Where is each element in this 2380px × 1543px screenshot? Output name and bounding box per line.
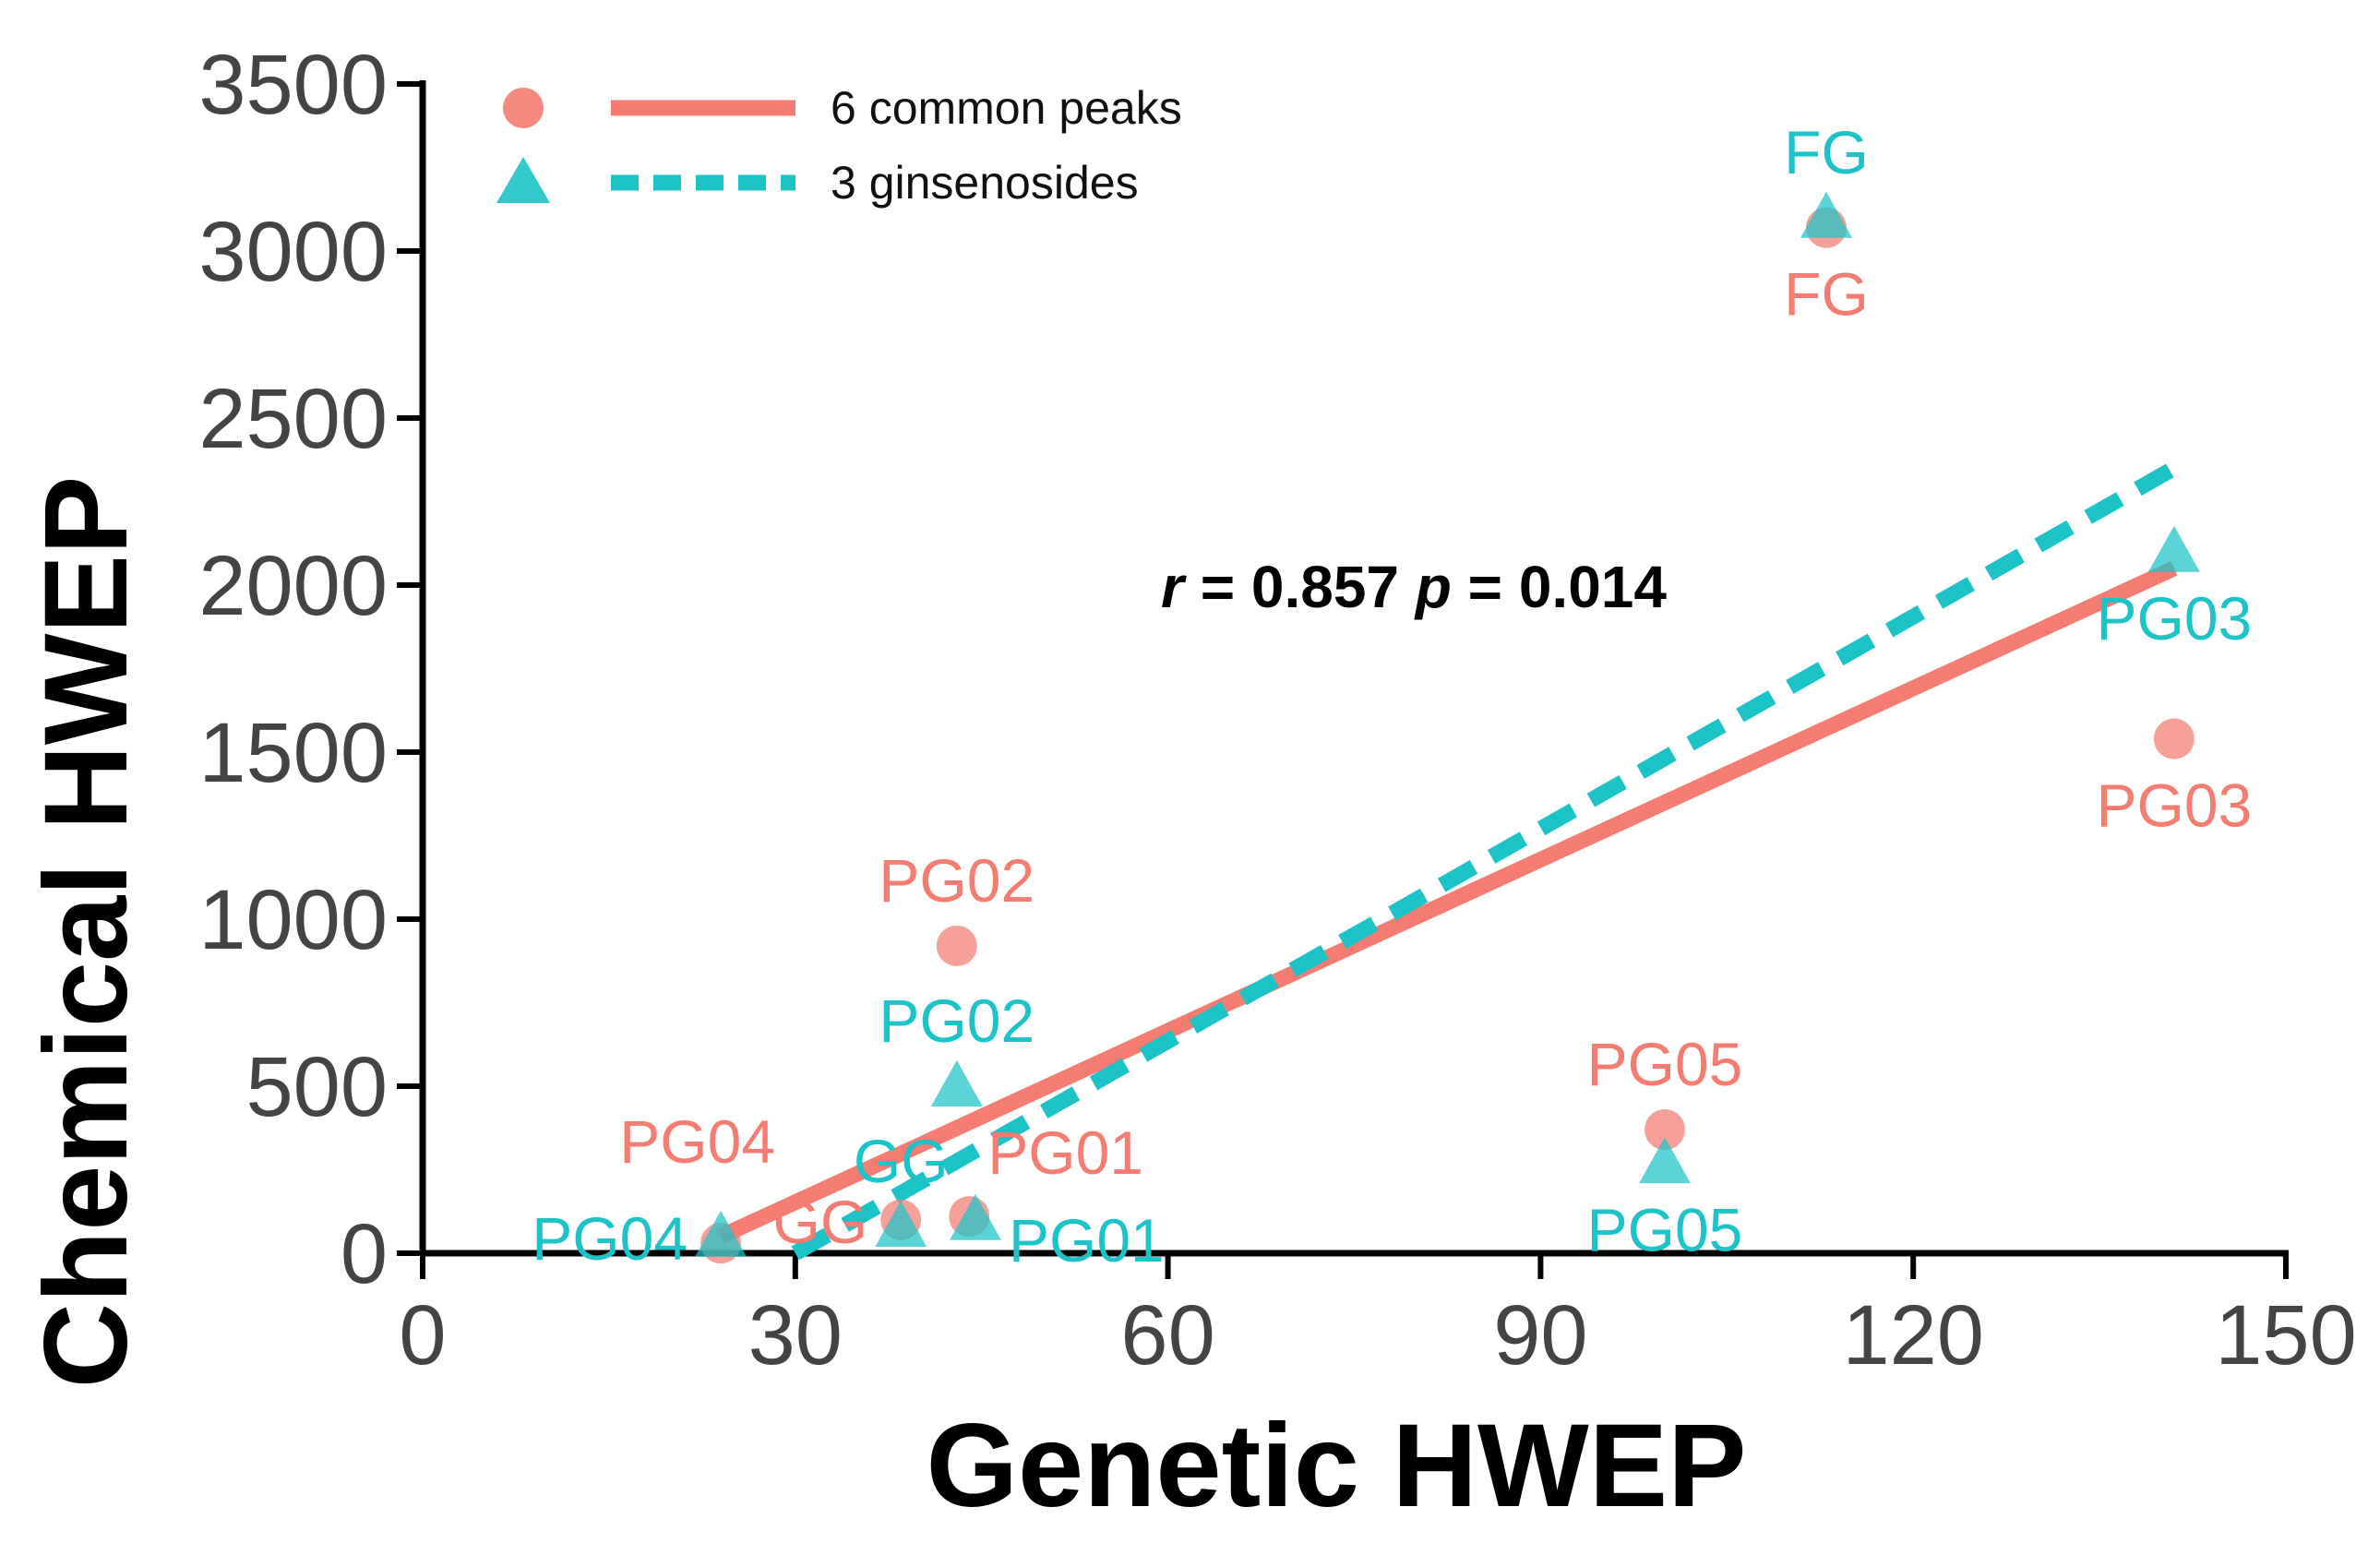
- point-label-peaks-pg05: PG05: [1587, 1030, 1743, 1098]
- point-label-peaks-fg: FG: [1784, 260, 1869, 329]
- y-tick-label: 2500: [198, 372, 388, 466]
- fit-line-common-peaks: [717, 561, 2178, 1244]
- x-tick-label: 0: [399, 1288, 446, 1382]
- point-label-ginsenosides-pg05: PG05: [1587, 1195, 1743, 1263]
- point-label-ginsenosides-fg: FG: [1784, 118, 1869, 186]
- point-triangle-fg: [1800, 191, 1852, 238]
- x-tick-label: 120: [1842, 1288, 1984, 1382]
- point-triangle-pg03: [2147, 525, 2200, 572]
- correlation-annotation: r = 0.857 p = 0.014: [1161, 554, 1667, 620]
- y-tick-label: 0: [341, 1207, 388, 1301]
- point-label-ginsenosides-pg01: PG01: [1009, 1206, 1165, 1274]
- axes: [419, 80, 2289, 1257]
- point-triangle-pg04: [695, 1210, 747, 1257]
- point-label-peaks-pg04: PG04: [619, 1107, 775, 1176]
- y-tick-label: 3500: [198, 38, 388, 132]
- y-tick-label: 1000: [198, 873, 388, 967]
- fit-lines: [717, 461, 2179, 1261]
- y-axis-title: Chemical HWEP: [20, 476, 152, 1389]
- point-label-peaks-pg03: PG03: [2096, 772, 2252, 840]
- data-points: [695, 191, 2200, 1264]
- point-label-ginsenosides-pg04: PG04: [532, 1204, 688, 1273]
- y-tick-label: 3000: [198, 205, 388, 299]
- ticks: 0 30 60 90 120 150050010001500200025003000350…: [198, 38, 2356, 1382]
- point-labels: FG PG03 PG02 PG05 PG04 GG PG01 FG PG03 PG02 PG05 PG…: [532, 118, 2252, 1274]
- point-label-ginsenosides-gg: GG: [854, 1127, 949, 1195]
- point-label-ginsenosides-pg02: PG02: [879, 987, 1035, 1055]
- x-tick-label: 90: [1493, 1288, 1587, 1382]
- r-symbol: r: [1161, 554, 1187, 620]
- fit-line-ginsenosides: [791, 461, 2179, 1261]
- p-symbol: p: [1414, 554, 1452, 620]
- r-value: = 0.857: [1184, 554, 1416, 620]
- legend-marker-triangle: [496, 157, 550, 203]
- y-tick-label: 2000: [198, 539, 388, 633]
- x-tick-label: 60: [1120, 1288, 1214, 1382]
- x-tick-label: 30: [748, 1288, 843, 1382]
- legend-marker-circle: [503, 88, 544, 128]
- point-triangle-gg: [875, 1201, 927, 1248]
- point-label-peaks-pg01: PG01: [987, 1118, 1143, 1187]
- y-tick-label: 1500: [198, 706, 388, 800]
- point-circle-pg02: [936, 925, 977, 966]
- point-circle-pg05: [1644, 1109, 1685, 1151]
- point-label-peaks-pg02: PG02: [879, 846, 1035, 915]
- legend: 6 common peaks 3 ginsenosides: [496, 82, 1182, 209]
- point-label-peaks-gg: GG: [773, 1188, 868, 1256]
- x-tick-label: 150: [2215, 1288, 2357, 1382]
- p-value: = 0.014: [1452, 554, 1668, 620]
- x-axis-title: Genetic HWEP: [926, 1400, 1746, 1532]
- point-triangle-pg02: [930, 1060, 983, 1106]
- point-circle-pg03: [2153, 718, 2195, 760]
- point-triangle-pg05: [1639, 1137, 1691, 1184]
- legend-label-ginsenosides: 3 ginsenosides: [831, 157, 1139, 209]
- point-label-ginsenosides-pg03: PG03: [2096, 584, 2252, 652]
- y-tick-label: 500: [246, 1040, 389, 1134]
- legend-label-common-peaks: 6 common peaks: [831, 82, 1182, 134]
- point-triangle-pg01: [949, 1193, 1001, 1240]
